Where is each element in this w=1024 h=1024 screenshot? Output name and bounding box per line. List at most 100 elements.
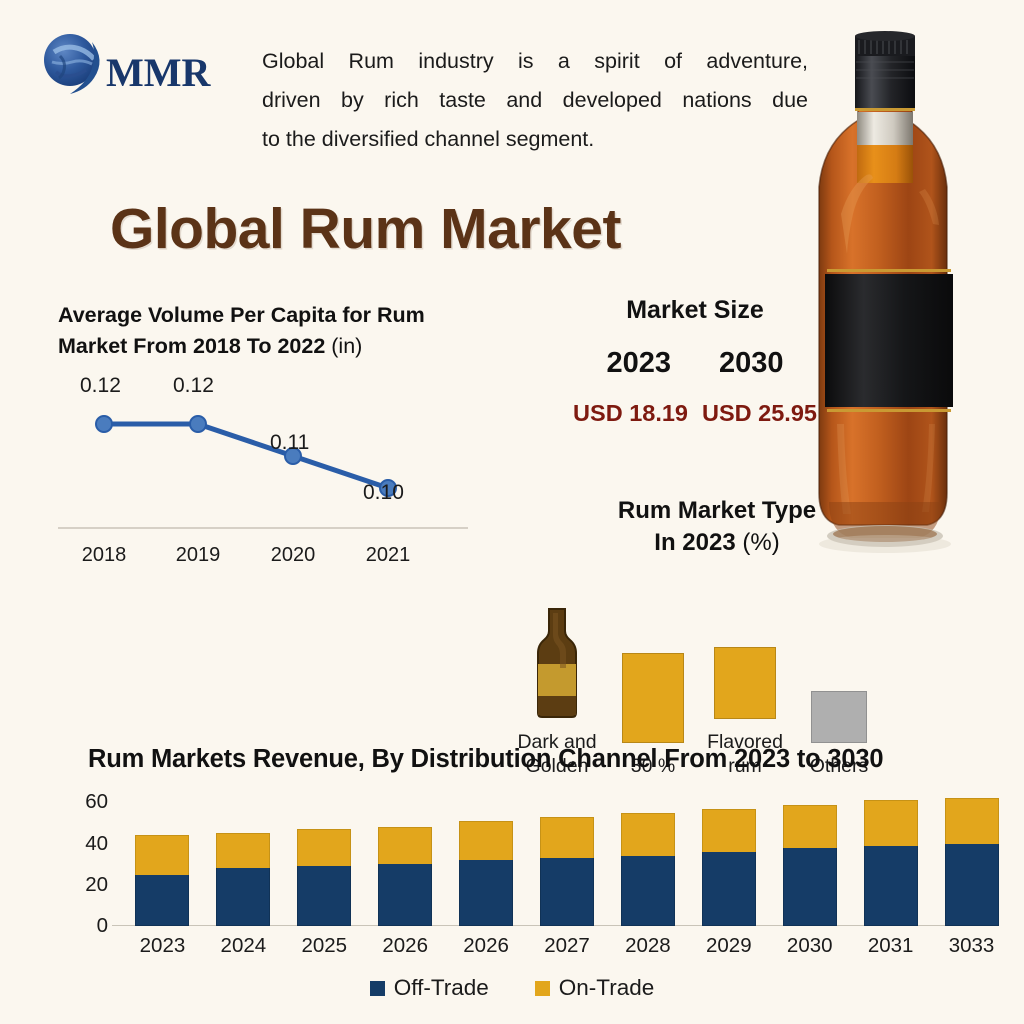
rum-type-item-others: Others [796, 631, 882, 778]
rum-type-label-flavored-l2: rum [728, 755, 762, 778]
bar-segment-off-trade [782, 847, 837, 926]
rum-type-label-others: Others [809, 755, 869, 778]
rum-bottle-photo [815, 24, 1015, 570]
bar-segment-off-trade [459, 860, 514, 926]
bar-x-label: 2026 [463, 934, 509, 957]
rum-type-label-dark-golden-l1: Dark and [517, 731, 597, 754]
bar-chart-title: Rum Markets Revenue, By Distribution Cha… [88, 745, 884, 773]
market-size-years: 2023 2030 [560, 347, 830, 380]
market-size-value-2030: USD 25.95 [702, 400, 817, 426]
bar-x-label: 2031 [867, 934, 914, 957]
bar-segment-off-trade [135, 874, 190, 926]
line-x-label-2021: 2021 [365, 544, 411, 567]
rum-type-label-dark-golden: Dark and Golden [514, 730, 600, 779]
bar-x-label: 2025 [301, 934, 348, 957]
bar-y-tick-40: 40 [85, 831, 108, 855]
rum-type-item-30pct: 30 % [610, 631, 696, 778]
bar-segment-on-trade [863, 800, 918, 846]
rum-type-bar-flavored [714, 647, 776, 720]
rum-type-item-dark-golden: Dark and Golden [514, 607, 600, 779]
rum-type-label-30pct: 30 % [630, 755, 676, 778]
market-size-year-2030: 2030 [719, 347, 784, 379]
rum-type-title-line2: In 2023 [654, 529, 736, 557]
line-point-2018 [95, 415, 113, 434]
legend-label-off-trade: Off-Trade [393, 975, 489, 1000]
bar-y-tick-20: 20 [85, 872, 108, 896]
bar-segment-on-trade [135, 835, 190, 875]
legend-swatch-on-trade [534, 980, 550, 996]
bar-group [297, 829, 352, 926]
line-point-label-2021: 0.10 [363, 481, 404, 505]
bar-x-label: 2028 [625, 934, 671, 957]
legend-item-off-trade: Off-Trade [369, 975, 489, 1001]
bar-x-label: 3033 [948, 934, 995, 957]
bar-x-label: 2023 [139, 934, 186, 957]
bar-group [135, 835, 190, 926]
bar-segment-on-trade [459, 821, 514, 861]
brand-logo: MMR [38, 28, 210, 100]
line-chart-plot: 0.12 0.12 0.11 0.10 2018 2019 2020 2021 [58, 374, 478, 591]
market-size-title: Market Size [626, 296, 764, 324]
market-size-year-2023: 2023 [606, 347, 671, 379]
rum-market-type-section: Rum Market Type In 2023 (%) [500, 495, 900, 779]
bar-segment-off-trade [944, 843, 999, 926]
globe-swoosh-icon [38, 28, 110, 100]
bar-segment-off-trade [216, 868, 271, 926]
line-point-label-2018: 0.12 [80, 374, 121, 398]
brand-name: MMR [106, 50, 211, 95]
rum-type-visual-others [796, 631, 882, 744]
bar-segment-off-trade [540, 858, 594, 926]
intro-line-2: driven by rich taste and developed natio… [262, 88, 808, 113]
line-chart-title-main: Average Volume Per Capita for Rum Market… [58, 303, 425, 359]
bar-x-label: 2029 [706, 934, 752, 957]
legend-swatch-off-trade [369, 980, 385, 996]
line-point-2019 [189, 415, 207, 434]
rum-type-visual-flavored [702, 607, 788, 720]
line-point-2021 [379, 479, 397, 498]
market-size-section: Market Size 2023 2030 USD 18.19 USD 25.9… [560, 296, 830, 427]
rum-type-item-flavored: Flavored rum [702, 607, 788, 779]
rum-type-title-line1: Rum Market Type [617, 497, 817, 524]
bar-segment-on-trade [782, 804, 837, 848]
rum-type-visual-30pct [610, 631, 696, 744]
bar-chart-legend: Off-Trade On-Trade [0, 975, 1024, 1001]
market-size-value-2023: USD 18.19 [573, 400, 688, 426]
line-chart-section: Average Volume Per Capita for Rum Market… [58, 300, 498, 591]
rum-type-visual-dark-golden [514, 607, 600, 719]
bar-group [540, 816, 594, 926]
line-x-label-2018: 2018 [81, 544, 127, 567]
bar-segment-on-trade [540, 816, 594, 859]
bar-chart-plot: 0 20 40 60 2023 2024 2025 2026 2026 2027 2028 2029… [60, 786, 999, 961]
line-chart-svg [58, 415, 468, 530]
rum-market-type-title: Rum Market Type In 2023 (%) [572, 495, 862, 560]
line-point-label-2019: 0.12 [173, 374, 214, 398]
rum-type-label-flavored: Flavored rum [702, 730, 788, 779]
bar-x-label: 2026 [382, 934, 428, 957]
rum-type-title-unit: (%) [742, 529, 780, 557]
bar-chart-plot-area: 2023 2024 2025 2026 2026 2027 2028 2029 2030 2031… [112, 786, 999, 957]
bar-group [216, 833, 271, 926]
bar-group [459, 821, 514, 926]
bar-group [782, 804, 837, 926]
bar-group [620, 812, 675, 926]
bar-group [378, 827, 433, 926]
bar-segment-on-trade [620, 812, 675, 856]
page-title: Global Rum Market [110, 197, 621, 261]
bar-segment-on-trade [297, 829, 352, 867]
bar-chart-section: Rum Markets Revenue, By Distribution Cha… [60, 745, 999, 961]
bar-segment-on-trade [944, 798, 999, 844]
market-size-values: USD 18.19 USD 25.95 [560, 400, 830, 427]
intro-paragraph: Global Rum industry is a spirit of adven… [262, 42, 808, 159]
bar-segment-off-trade [297, 866, 352, 926]
line-x-label-2019: 2019 [175, 544, 221, 567]
line-point-label-2020: 0.11 [270, 431, 310, 455]
intro-line-3: to the diversified channel segment. [262, 127, 595, 152]
bar-x-label: 2027 [544, 934, 590, 957]
bar-group [944, 798, 999, 926]
line-chart-title: Average Volume Per Capita for Rum Market… [58, 300, 488, 362]
rum-bottle-icon [530, 607, 584, 719]
rum-type-bar-others [811, 691, 867, 744]
line-point-2020 [284, 447, 302, 466]
rum-type-label-flavored-l1: Flavored [707, 731, 783, 754]
